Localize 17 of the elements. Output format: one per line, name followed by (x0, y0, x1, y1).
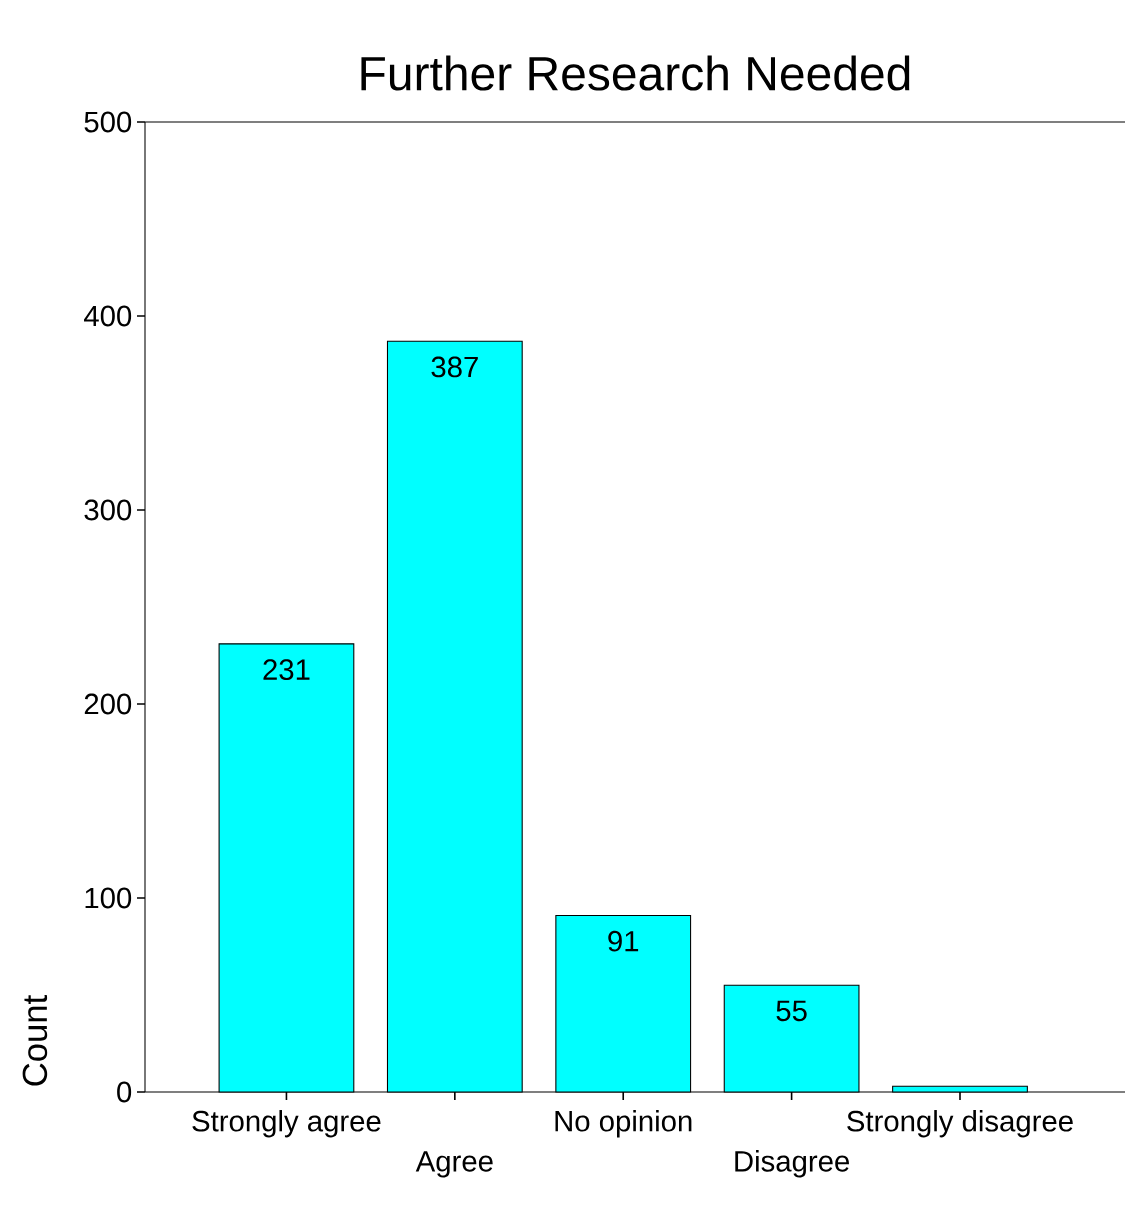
y-tick-label: 100 (85, 887, 132, 909)
y-tick-label: 300 (84, 499, 132, 521)
data-label: 55 (776, 1000, 807, 1022)
x-tick-label: Strongly disagree (847, 1110, 1073, 1138)
x-tick-label: No opinion (555, 1110, 692, 1138)
data-label: 387 (431, 356, 478, 378)
x-tick-label: Disagree (735, 1150, 849, 1178)
x-tick-label: Strongly agree (192, 1110, 381, 1138)
y-tick-label: 400 (84, 305, 132, 327)
x-tick-label: Agree (415, 1151, 493, 1178)
y-axis-title: Count (22, 995, 48, 1086)
y-tick-label: 200 (84, 693, 132, 715)
data-label: 231 (263, 659, 310, 681)
y-tick-label: 500 (84, 111, 132, 133)
chart-title: Further Research Needed (361, 55, 910, 91)
data-label: 91 (608, 930, 639, 952)
y-tick-label: 0 (117, 1081, 132, 1103)
